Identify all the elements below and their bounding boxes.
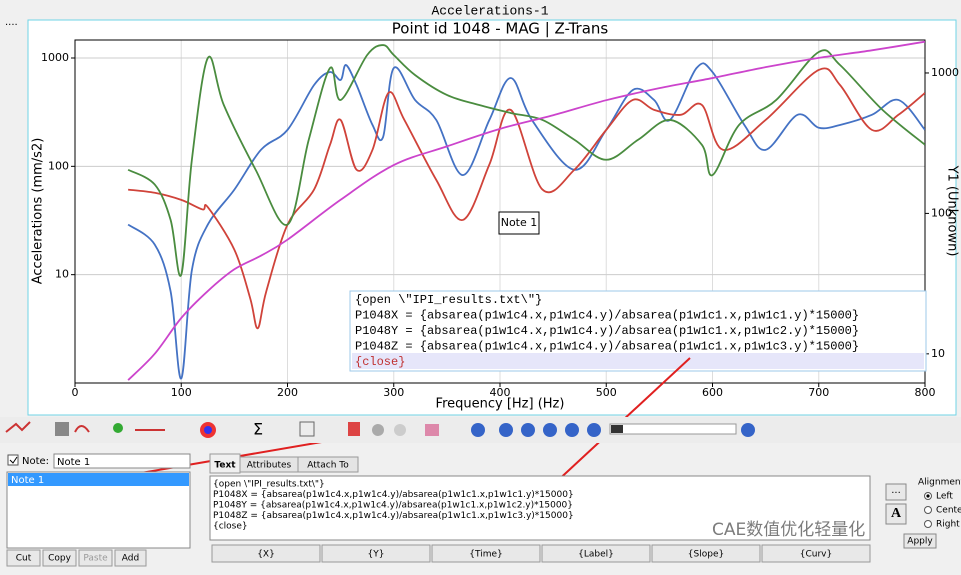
series-group [127, 40, 925, 381]
line-highlight [352, 353, 924, 369]
x-tick-label: 800 [915, 386, 936, 399]
radio[interactable] [924, 520, 932, 528]
code-line: {close} [355, 355, 405, 369]
insert-label: {Time} [469, 550, 502, 560]
insert-label: {Label} [578, 550, 614, 560]
y2-axis-label: Y1 (Unknown) [945, 165, 960, 257]
x-tick-label: 300 [383, 386, 404, 399]
note-label: Note: [22, 456, 49, 467]
alignment-label: Alignment: [918, 478, 961, 488]
x-axis-label: Frequency [Hz] (Hz) [436, 397, 565, 412]
selected-row[interactable] [8, 473, 189, 486]
watermark: CAE数值优化轻量化 [712, 520, 865, 540]
y2-tick-label: 10 [931, 347, 945, 360]
code-line: P1048Y = {absarea(p1w1c4.x,p1w1c4.y)/abs… [355, 324, 859, 338]
button[interactable] [114, 549, 147, 567]
radio-label: Left [936, 492, 953, 502]
insert-button[interactable] [211, 544, 321, 563]
button-label: Copy [48, 554, 72, 564]
text-area-line: P1048Z = {absarea(p1w1c4.x,p1w1c4.y)/abs… [213, 511, 574, 521]
radio[interactable] [924, 506, 932, 514]
window-title: Accelerations-1 [431, 3, 548, 18]
insert-label: {Y} [368, 550, 385, 560]
insert-button[interactable] [761, 544, 871, 563]
y-tick-label: 100 [48, 159, 69, 172]
tab-label: Attach To [307, 461, 349, 471]
toolbar-icons[interactable]: Σ [5, 420, 755, 439]
series-line [127, 40, 925, 381]
text-area[interactable] [209, 475, 871, 541]
x-tick-label: 500 [596, 386, 617, 399]
x-tick-label: 700 [808, 386, 829, 399]
code-line: P1048Z = {absarea(p1w1c4.x,p1w1c4.y)/abs… [355, 340, 859, 354]
x-tick-label: 100 [171, 386, 192, 399]
button[interactable] [6, 549, 41, 567]
chart-title: Point id 1048 - MAG | Z-Trans [392, 20, 609, 38]
y-tick-label: 1000 [41, 51, 69, 64]
series-line [128, 67, 925, 330]
svg-text:Σ: Σ [253, 420, 263, 439]
code-line: P1048X = {absarea(p1w1c4.x,p1w1c4.y)/abs… [355, 309, 859, 323]
series-line [127, 44, 925, 277]
plot-frame [74, 39, 926, 384]
y2-tick-label: 100 [931, 206, 952, 219]
text-area-line: P1048Y = {absarea(p1w1c4.x,p1w1c4.y)/abs… [213, 501, 573, 511]
tab-label: Text [214, 461, 236, 471]
y-tick-label: 10 [55, 268, 69, 281]
note-name: Note 1 [57, 457, 90, 468]
more-button[interactable] [885, 483, 907, 501]
series-line [127, 62, 925, 380]
checkbox[interactable] [7, 454, 19, 466]
note-annotation-box [498, 211, 540, 235]
y-axis-label: Accelerations (mm/s2) [31, 138, 46, 285]
text-area-line: P1048X = {absarea(p1w1c4.x,p1w1c4.y)/abs… [213, 490, 574, 500]
x-tick-label: 400 [490, 386, 511, 399]
radio-label: Center [936, 506, 961, 516]
insert-label: {Slope} [688, 550, 724, 560]
dots: .... [5, 17, 18, 28]
button-label: Cut [16, 554, 32, 564]
y2-tick-label: 1000 [931, 66, 959, 79]
more-label: ... [891, 485, 901, 496]
font-button[interactable] [885, 503, 907, 525]
x-tick-label: 600 [702, 386, 723, 399]
apply-label: Apply [907, 537, 933, 547]
x-tick-label: 200 [277, 386, 298, 399]
tab[interactable] [297, 456, 359, 473]
check [9, 456, 18, 464]
text-area-line: {open \"IPI_results.txt\"} [213, 480, 325, 490]
insert-button[interactable] [651, 544, 761, 563]
font-label: A [891, 506, 902, 521]
insert-button[interactable] [321, 544, 431, 563]
insert-button[interactable] [431, 544, 541, 563]
button[interactable] [42, 549, 77, 567]
button-label: Add [122, 554, 139, 564]
text-area-line: {close} [213, 522, 248, 532]
x-tick-label: 0 [72, 386, 79, 399]
radio-label: Right [936, 520, 960, 530]
tab-label: Attributes [247, 461, 292, 471]
note-name-input[interactable] [53, 453, 191, 469]
button[interactable] [78, 549, 113, 567]
code-line: {open \"IPI_results.txt\"} [355, 293, 542, 307]
insert-label: {X} [257, 550, 275, 560]
note-list-item: Note 1 [11, 475, 44, 486]
button-label: Paste [83, 554, 108, 564]
note-annotation: Note 1 [501, 216, 538, 229]
insert-label: {Curv} [800, 550, 832, 560]
insert-button[interactable] [541, 544, 651, 563]
radio-dot [926, 494, 930, 498]
apply-button[interactable] [903, 533, 937, 549]
